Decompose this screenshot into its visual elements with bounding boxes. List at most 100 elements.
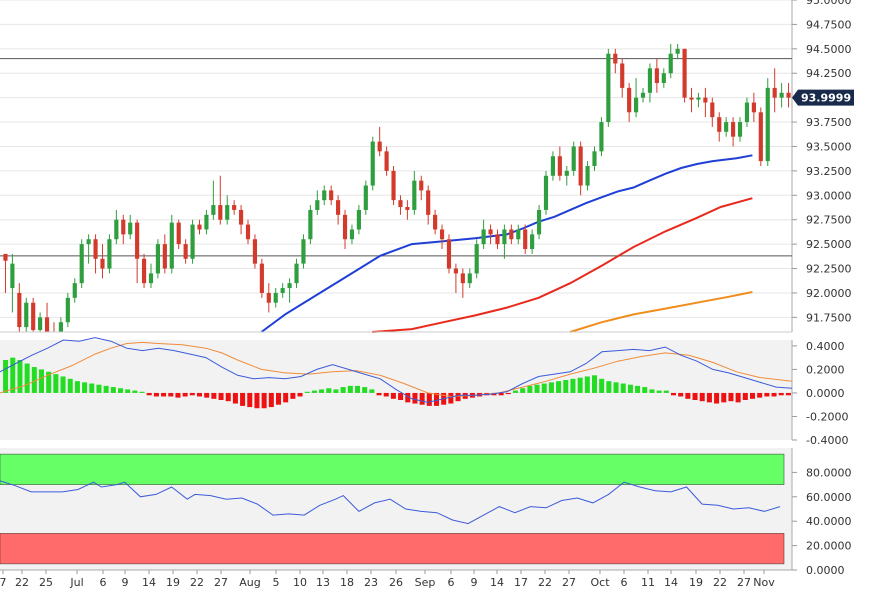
macd-hist-bar-negative [728,392,734,402]
date-tick-label: 22 [15,576,29,589]
macd-hist-bar-negative [196,392,203,397]
macd-hist-bar-negative [742,392,748,400]
date-tick-label: 27 [737,576,751,589]
candle-up [634,97,639,113]
candle-up [128,222,133,235]
macd-hist-bar-positive [584,376,590,393]
candle-down [197,224,202,230]
macd-hist-bar-positive [369,389,375,393]
candle-up [502,229,507,245]
macd-hist-bar-positive [139,391,145,393]
macd-hist-bar-positive [132,390,138,393]
date-tick-label: Aug [239,576,260,589]
price-tick-label: 92.7500 [806,214,852,227]
date-tick-label: 13 [316,576,330,589]
macd-hist-bar-negative [706,392,712,403]
macd-hist-bar-negative [405,392,411,403]
candle-up [481,229,486,245]
candle-down [751,102,756,113]
price-tick-label: 93.7500 [806,116,852,129]
candle-down [31,302,36,331]
candle-up [10,263,15,289]
candle-down [218,205,223,220]
macd-hist-bar-positive [556,381,562,393]
candle-down [758,112,763,162]
candle-up [294,263,299,284]
macd-hist-bar-negative [764,392,770,397]
candle-up [696,97,701,100]
macd-hist-bar-negative [146,392,152,396]
macd-hist-bar-negative [448,392,454,404]
rsi-line [0,480,781,525]
rsi-tick-label: 40.0000 [806,515,852,528]
macd-hist-bar-negative [153,392,159,397]
candle-up [315,200,320,210]
date-tick-label: 9 [122,576,129,589]
date-tick-label: 6 [100,576,107,589]
date-tick-label: 23 [364,576,378,589]
candle-up [86,239,91,245]
macd-hist-bar-negative [419,392,425,405]
candle-down [689,97,694,100]
candle-up [65,297,70,323]
candle-up [592,151,597,166]
macd-hist-bar-positive [527,385,533,393]
sma-200-line [569,291,753,333]
price-tick-label: 92.5000 [806,238,852,251]
macd-hist-bar-positive [613,382,619,393]
candle-up [370,141,375,186]
current-price-tag [792,89,854,106]
macd-hist-bar-negative [297,392,303,397]
candle-down [786,92,791,98]
candle-up [647,68,653,93]
candle-up [280,288,285,293]
candle-down [419,180,424,191]
macd-hist-bar-negative [175,392,181,398]
macd-hist-bar-positive [635,385,641,393]
candle-up [724,122,729,132]
macd-hist-bar-positive [649,389,655,393]
candle-up [474,244,479,274]
macd-hist-bar-positive [17,360,23,393]
macd-hist-bar-positive [347,385,353,393]
macd-hist-bar-positive [512,390,519,393]
macd-hist-bar-negative [268,392,274,408]
candle-up [204,214,209,230]
macd-hist-bar-negative [505,392,511,395]
price-tick-label: 93.0000 [806,189,852,202]
candle-down [17,292,22,328]
candle-up [661,73,666,83]
candle-down [620,63,625,88]
macd-hist-bar-positive [125,389,131,393]
date-tick-label: Sep [415,576,436,589]
macd-hist-bar-negative [498,392,504,396]
macd-hist-bar-positive [31,367,37,393]
macd-hist-bar-positive [96,384,102,393]
macd-hist-bar-negative [390,392,396,399]
price-tick-label: 94.2500 [806,67,852,80]
macd-hist-bar-positive [311,390,317,393]
rsi-tick-label: 20.0000 [806,540,852,553]
macd-hist-bar-negative [670,392,677,396]
candle-down [433,214,438,230]
candle-down [613,53,618,64]
macd-hist-bar-negative [685,392,691,399]
macd-hist-bar-negative [376,392,382,396]
candle-up [155,244,160,274]
macd-plot-area [0,340,792,440]
price-plot-area [0,0,792,332]
rsi-overbought-zone [0,453,785,485]
candle-up [190,224,195,259]
candle-up [412,180,417,210]
candle-down [495,234,500,245]
macd-hist-bar-positive [74,381,80,393]
price-tick-label: 94.7500 [806,18,852,31]
date-tick-label: 7 [0,576,7,589]
candle-up [72,283,77,298]
price-pane: 95.000094.750094.500094.250094.000093.75… [0,0,854,333]
rsi-tick-label: 80.0000 [806,466,852,479]
macd-hist-bar-positive [333,389,339,393]
macd-hist-bar-negative [261,392,267,409]
candle-down [391,170,396,201]
candle-up [349,229,355,240]
